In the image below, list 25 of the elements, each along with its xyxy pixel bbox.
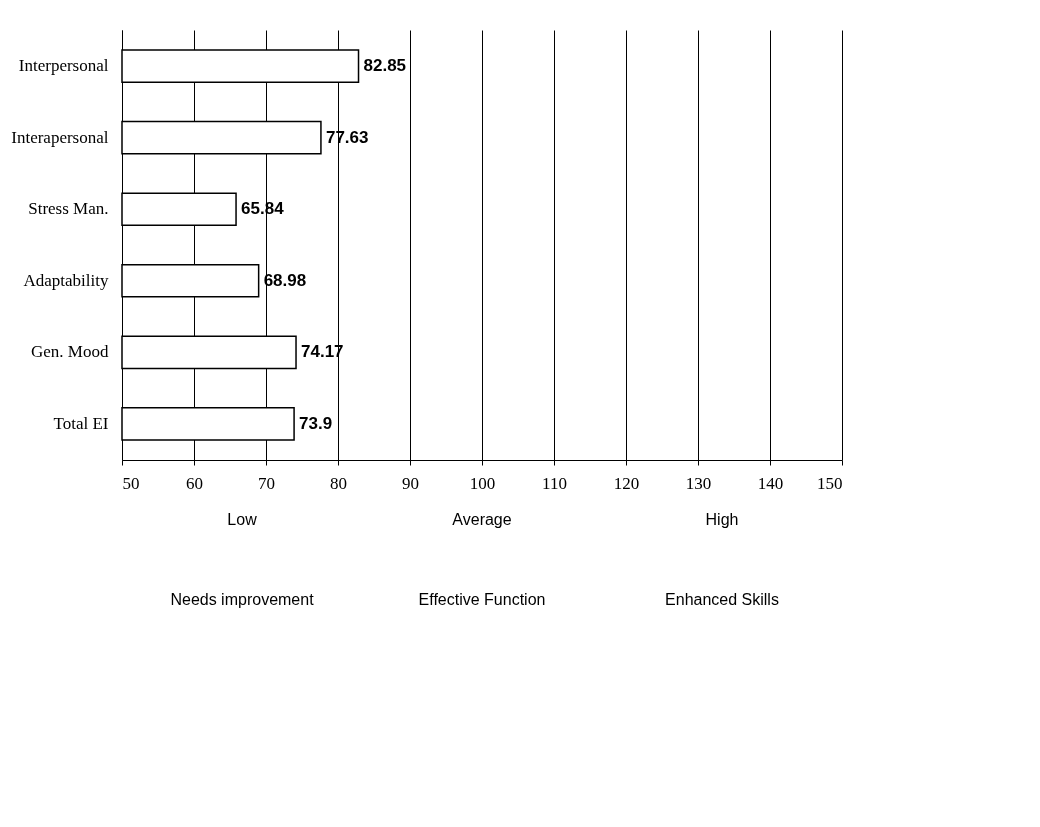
y-tick-label: Gen. Mood	[31, 342, 109, 362]
text: High	[705, 511, 739, 528]
text: Needs improvement	[170, 591, 315, 608]
x-tick-label: 150	[817, 473, 843, 493]
text: Low	[227, 511, 258, 528]
x-tick-label: 120	[613, 473, 640, 493]
text: Effective Function	[418, 591, 546, 608]
data-label: 82.85	[363, 56, 407, 76]
text: Enhanced Skills	[665, 591, 779, 608]
x-tick-label: 60	[186, 473, 203, 493]
x-tick-label: 50	[122, 473, 140, 493]
y-tick-label: Interpersonal	[18, 56, 109, 76]
y-tick-label: Adaptability	[23, 270, 109, 290]
y-tick-label: Total EI	[53, 413, 109, 433]
x-tick-label: 130	[685, 473, 712, 493]
y-tick-label: Stress Man.	[28, 199, 109, 219]
x-tick-label: 100	[469, 473, 496, 493]
x-tick-label: 70	[258, 473, 275, 493]
y-tick-label: Interapersonal	[11, 127, 109, 147]
x-tick-label: 140	[757, 473, 784, 493]
x-tick-label: 110	[542, 473, 567, 493]
text: Average	[452, 511, 512, 528]
x-tick-label: 90	[402, 473, 419, 493]
x-tick-label: 80	[330, 473, 347, 493]
data-label: 73.9	[299, 413, 333, 433]
